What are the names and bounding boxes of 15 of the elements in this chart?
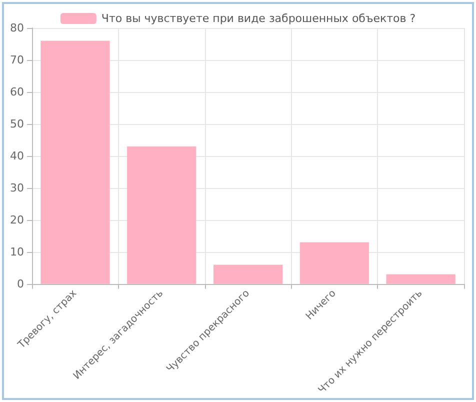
bar [127, 146, 196, 284]
bar [40, 40, 110, 284]
bar [213, 264, 283, 284]
y-tick-label: 40 [10, 149, 24, 162]
bar [300, 242, 369, 284]
y-tick-label: 80 [10, 22, 24, 34]
y-tick-label: 20 [10, 213, 24, 226]
y-tick-label: 70 [10, 53, 24, 66]
bar [386, 274, 456, 284]
legend-label: Что вы чувствуете при виде заброшенных объектов ? [101, 12, 416, 25]
y-tick-label: 0 [17, 277, 24, 290]
y-tick-label: 50 [10, 117, 24, 130]
y-tick-label: 30 [10, 181, 24, 194]
y-tick-label: 10 [10, 245, 24, 258]
y-tick-label: 60 [10, 85, 24, 98]
